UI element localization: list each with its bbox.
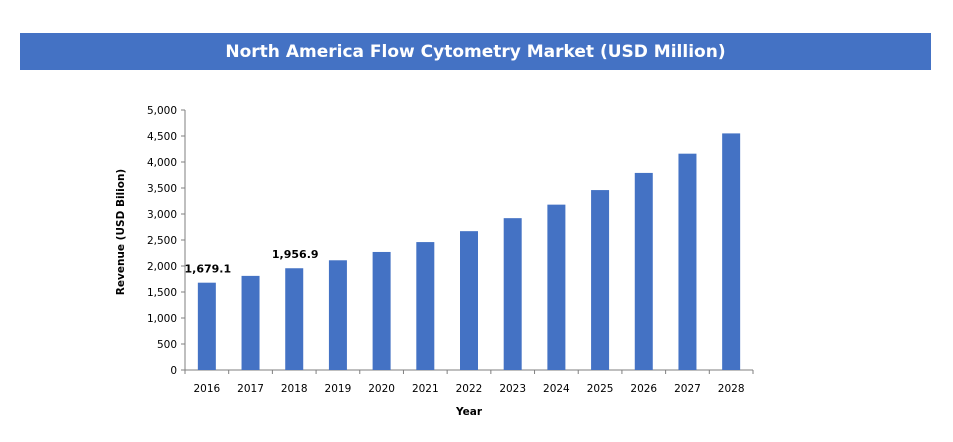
x-tick-label: 2027 (674, 383, 701, 395)
bar (503, 218, 522, 370)
bar (678, 153, 697, 370)
x-tick-label: 2024 (543, 383, 570, 395)
x-tick-label: 2019 (325, 383, 352, 395)
bar (328, 260, 347, 370)
bar (634, 172, 653, 370)
x-tick-label: 2022 (456, 383, 483, 395)
bar (416, 242, 435, 370)
bar (591, 190, 610, 370)
y-tick-label: 4,000 (147, 157, 177, 169)
bar (285, 268, 304, 370)
x-tick-label: 2025 (587, 383, 614, 395)
x-axis-title: Year (455, 406, 483, 418)
y-tick-label: 5,000 (147, 105, 177, 117)
data-label: 1,956.9 (272, 248, 319, 261)
y-tick-label: 3,000 (147, 209, 177, 221)
y-tick-label: 3,500 (147, 183, 177, 195)
y-tick-label: 500 (157, 339, 177, 351)
data-label: 1,679.1 (185, 263, 232, 276)
bar (547, 204, 566, 370)
bar (197, 282, 216, 370)
x-tick-label: 2023 (499, 383, 526, 395)
y-tick-label: 1,000 (147, 313, 177, 325)
bar (460, 231, 478, 370)
bar (722, 133, 741, 370)
y-axis-title: Revenue (USD Bilion) (115, 169, 127, 295)
x-tick-label: 2021 (412, 383, 439, 395)
y-tick-label: 0 (170, 365, 177, 377)
bar (241, 275, 260, 370)
y-tick-label: 2,000 (147, 261, 177, 273)
y-tick-label: 2,500 (147, 235, 177, 247)
bar (372, 251, 391, 370)
x-tick-label: 2018 (281, 383, 308, 395)
x-tick-label: 2026 (630, 383, 657, 395)
x-tick-label: 2016 (193, 383, 220, 395)
x-tick-label: 2028 (718, 383, 745, 395)
x-tick-label: 2017 (237, 383, 264, 395)
y-tick-label: 1,500 (147, 287, 177, 299)
x-tick-label: 2020 (368, 383, 395, 395)
y-tick-label: 4,500 (147, 131, 177, 143)
chart-title: North America Flow Cytometry Market (USD… (20, 33, 931, 70)
